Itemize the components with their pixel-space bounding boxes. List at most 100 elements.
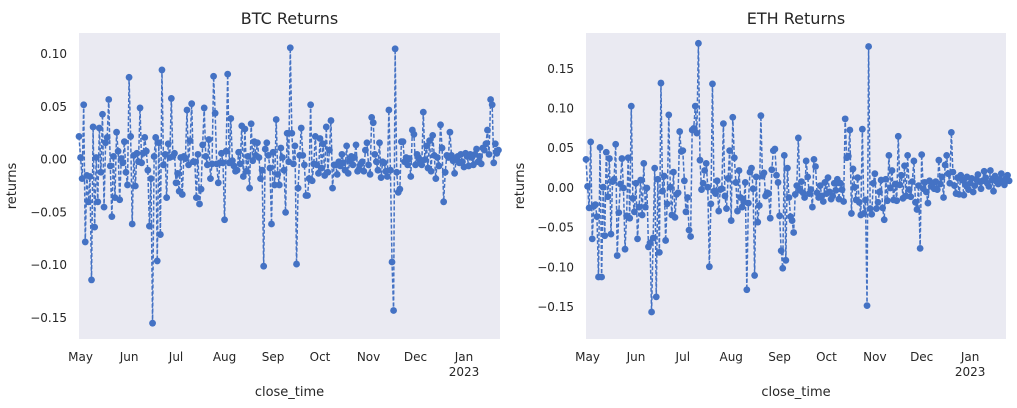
- data-point: [802, 157, 810, 165]
- data-point: [701, 167, 709, 174]
- data-point: [713, 177, 721, 185]
- data-point: [163, 194, 171, 202]
- data-point: [858, 125, 866, 133]
- data-point: [621, 245, 629, 253]
- data-point: [366, 170, 374, 178]
- data-point: [490, 159, 498, 167]
- data-point: [81, 238, 89, 246]
- data-point: [485, 150, 493, 158]
- data-point: [99, 110, 106, 118]
- data-point: [343, 142, 351, 150]
- data-point: [940, 194, 947, 201]
- data-point: [949, 168, 957, 176]
- data-point: [396, 185, 404, 193]
- data-point: [874, 198, 882, 206]
- data-point: [829, 192, 837, 200]
- data-point: [819, 198, 827, 205]
- data-point: [941, 161, 949, 169]
- data-point: [883, 197, 891, 205]
- data-point: [922, 188, 930, 196]
- y-tick-label: 0.00: [40, 153, 67, 167]
- data-point: [153, 257, 161, 265]
- data-point: [95, 124, 103, 132]
- data-point: [768, 166, 776, 174]
- data-point: [855, 198, 863, 206]
- data-point: [776, 212, 784, 220]
- data-point: [94, 198, 102, 206]
- data-point: [338, 150, 346, 158]
- data-point: [702, 159, 710, 167]
- data-point: [848, 210, 855, 217]
- data-point: [604, 193, 612, 201]
- data-point: [868, 210, 876, 218]
- data-point: [377, 174, 385, 181]
- data-point: [666, 183, 674, 191]
- chart-panel-2: ETH Returns returns close_time 0.15 0.10 0.05…: [513, 9, 1013, 400]
- data-point: [194, 150, 202, 158]
- x-tick-label: Jun: [119, 350, 139, 364]
- y-tick-label: −0.15: [537, 300, 574, 314]
- data-point: [208, 160, 216, 168]
- data-point: [912, 198, 919, 206]
- data-point: [723, 205, 730, 213]
- data-point: [300, 161, 308, 169]
- data-point: [102, 139, 110, 147]
- data-point: [986, 167, 994, 174]
- data-point: [219, 159, 227, 167]
- data-point: [676, 128, 684, 135]
- data-point: [627, 102, 635, 110]
- data-point: [824, 174, 832, 182]
- data-point: [598, 273, 606, 281]
- data-point: [122, 168, 130, 176]
- data-point: [307, 101, 315, 109]
- data-point: [655, 248, 663, 256]
- data-point: [147, 175, 155, 183]
- chart-panel-1: BTC Returns returns close_time 0.10 0.05 0.00…: [5, 9, 502, 400]
- data-point: [705, 263, 713, 271]
- data-point: [138, 159, 146, 167]
- data-point: [751, 272, 759, 279]
- data-point: [774, 179, 782, 186]
- data-point: [171, 149, 178, 157]
- data-point: [1004, 171, 1011, 179]
- data-point: [322, 123, 330, 131]
- data-point: [340, 159, 347, 167]
- data-point: [715, 207, 723, 215]
- data-point: [491, 140, 499, 148]
- data-point: [918, 151, 926, 159]
- data-point: [133, 149, 141, 157]
- data-point: [228, 157, 236, 165]
- data-point: [390, 307, 397, 314]
- data-point: [269, 148, 277, 156]
- data-point: [329, 184, 336, 192]
- data-point: [720, 120, 727, 128]
- y-tick-label: −0.15: [30, 311, 67, 325]
- data-point: [937, 180, 944, 188]
- data-point: [691, 102, 699, 110]
- data-point: [128, 220, 136, 228]
- data-point: [860, 210, 868, 217]
- data-point: [782, 256, 790, 264]
- data-point: [280, 166, 288, 174]
- data-point: [290, 160, 297, 168]
- data-point: [333, 170, 341, 178]
- data-point: [620, 184, 627, 192]
- data-point: [244, 153, 252, 160]
- data-point: [735, 167, 743, 174]
- data-point: [990, 187, 997, 195]
- plot-area: [79, 33, 500, 339]
- data-point: [754, 218, 762, 226]
- data-point: [352, 141, 360, 149]
- data-point: [840, 198, 848, 205]
- x-tick-label: Nov: [863, 350, 886, 364]
- data-point: [777, 247, 785, 255]
- data-point: [178, 191, 186, 198]
- x-year-label: 2023: [449, 365, 480, 379]
- data-point: [191, 158, 199, 166]
- data-point: [113, 128, 120, 136]
- data-point: [624, 154, 632, 162]
- data-point: [682, 208, 690, 216]
- data-point: [91, 223, 99, 231]
- data-point: [606, 155, 613, 162]
